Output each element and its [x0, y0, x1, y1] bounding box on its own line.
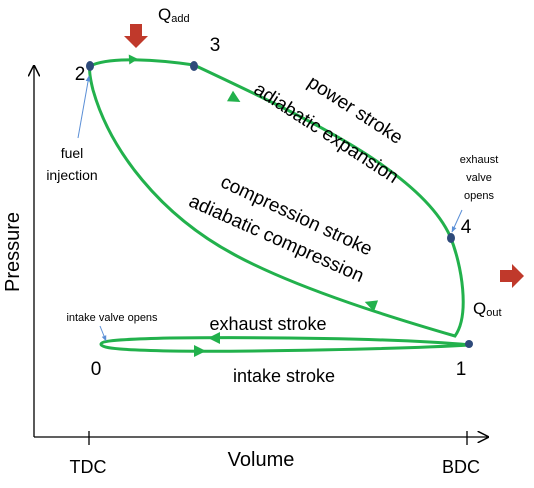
tick-label-tdc: TDC: [70, 457, 107, 477]
point-label-1: 1: [456, 359, 467, 380]
marker-point-1: [465, 340, 473, 348]
point-label-4: 4: [461, 217, 472, 238]
intake-stroke-label: intake stroke: [233, 366, 335, 386]
point-label-0: 0: [91, 359, 102, 380]
exhaust-valve-label-line1: exhaust: [460, 154, 499, 166]
cycle-curve: [88, 58, 465, 338]
fuel-injection-label-line2: injection: [46, 167, 97, 183]
exhaust-intake-curve: [99, 336, 471, 353]
y-axis-label: Pressure: [2, 212, 24, 292]
exhaust-stroke-label: exhaust stroke: [209, 314, 326, 334]
arrow-exhaust-stroke: [208, 332, 220, 344]
q-out-label: Qout: [473, 299, 502, 319]
exhaust-valve-pointer: [451, 209, 463, 233]
arrow-intake-stroke: [194, 345, 206, 357]
fuel-pointer: [77, 75, 91, 139]
marker-point-4: [447, 233, 455, 243]
arrow-power-stroke: [227, 90, 241, 102]
fuel-injection-label-line1: fuel: [61, 145, 84, 161]
x-axis-label: Volume: [228, 449, 295, 471]
arrow-2-3: [128, 54, 138, 65]
tick-label-bdc: BDC: [442, 457, 480, 477]
point-label-2: 2: [75, 64, 86, 85]
marker-point-2: [86, 61, 94, 71]
point-label-3: 3: [210, 35, 221, 56]
arrow-compression-stroke: [364, 300, 379, 312]
q-add-label: Qadd: [158, 5, 190, 25]
exhaust-valve-label-line3: opens: [464, 190, 494, 202]
heat-out-arrow: [500, 264, 524, 288]
intake-valve-label: intake valve opens: [66, 312, 158, 324]
exhaust-valve-label-line2: valve: [466, 172, 492, 184]
heat-in-arrow: [124, 24, 148, 48]
intake-valve-pointer: [99, 325, 107, 342]
marker-point-3: [190, 61, 198, 71]
